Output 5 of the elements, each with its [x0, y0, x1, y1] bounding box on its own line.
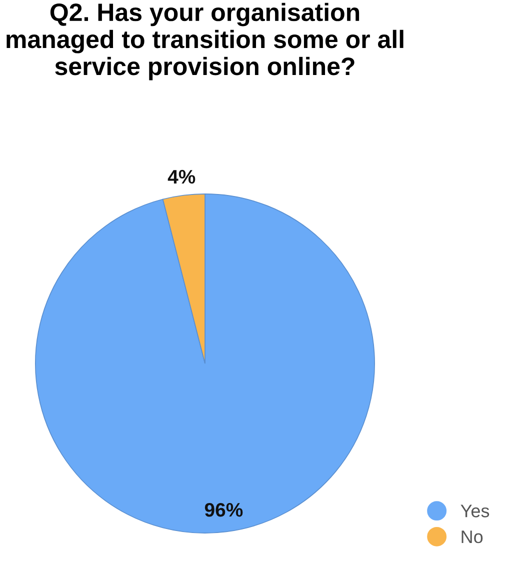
data-label: 4%: [168, 170, 196, 184]
legend-label: Yes: [460, 504, 490, 518]
legend-label: No: [462, 530, 483, 544]
data-label: 96%: [204, 502, 243, 517]
chart-title: Q2. Has your organisation managed to transition some or all service provision online?: [6, 2, 404, 80]
